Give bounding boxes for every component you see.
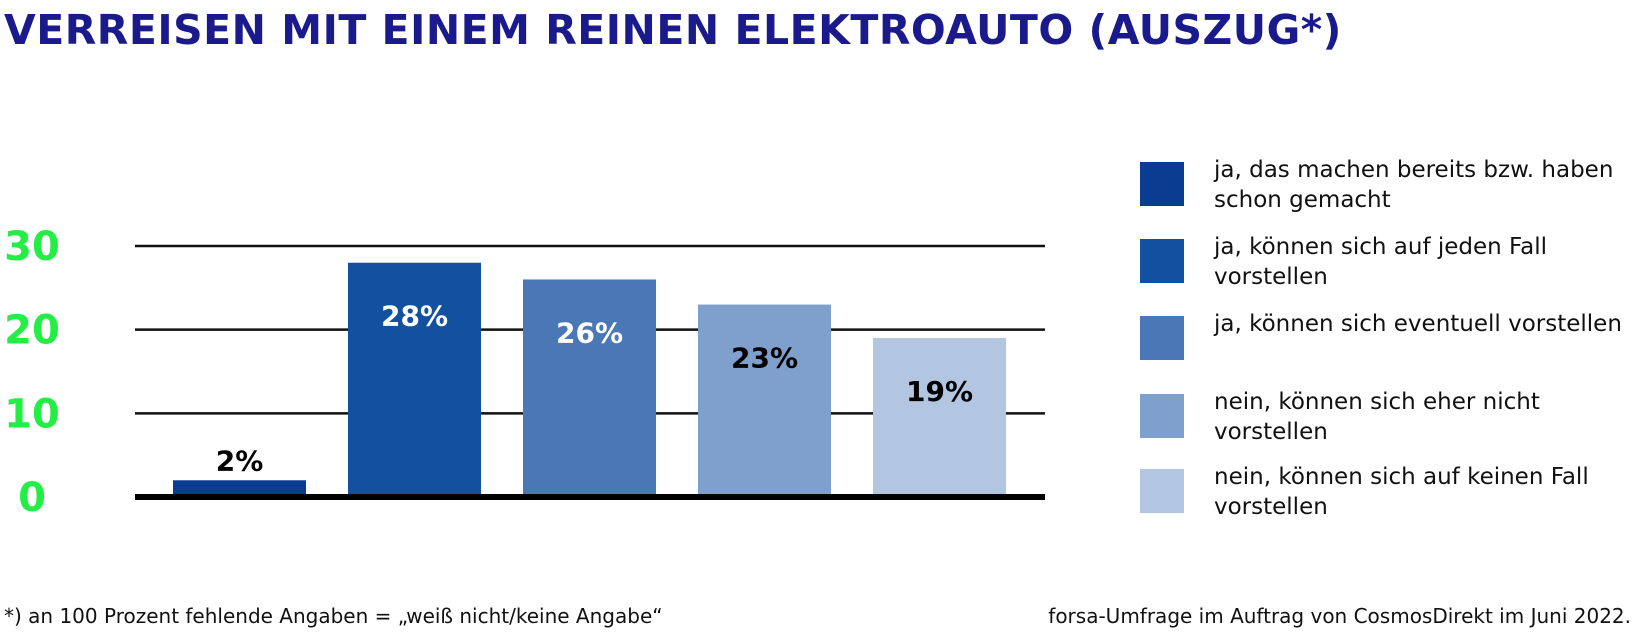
- data-label: 2%: [216, 444, 264, 477]
- data-label: 23%: [731, 342, 798, 375]
- bar: [698, 304, 831, 497]
- legend-label: nein, können sich eher nicht vorstellen: [1214, 389, 1540, 445]
- legend-swatch: [1140, 394, 1184, 438]
- chart-title: VERREISEN MIT EINEM REINEN ELEKTROAUTO (…: [4, 6, 1342, 54]
- data-label: 28%: [381, 300, 448, 333]
- source-note: forsa-Umfrage im Auftrag von CosmosDirek…: [1048, 604, 1631, 628]
- legend-item: nein, können sich eher nicht vorstellen: [1140, 387, 1630, 447]
- legend-label: ja, können sich eventuell vorstellen: [1214, 311, 1622, 337]
- legend-swatch: [1140, 469, 1184, 513]
- bar: [348, 262, 481, 497]
- y-tick-label: 0: [18, 475, 46, 521]
- bar: [173, 480, 306, 497]
- legend-swatch: [1140, 316, 1184, 360]
- legend-item: ja, das machen bereits bzw. haben schon …: [1140, 155, 1630, 215]
- bar: [523, 279, 656, 497]
- legend-swatch: [1140, 239, 1184, 283]
- legend-label: nein, können sich auf keinen Fall vorste…: [1214, 464, 1589, 520]
- legend-item: nein, können sich auf keinen Fall vorste…: [1140, 462, 1630, 522]
- data-label: 19%: [906, 375, 973, 408]
- footnote: *) an 100 Prozent fehlende Angaben = „we…: [4, 604, 663, 628]
- legend-swatch: [1140, 162, 1184, 206]
- y-axis: 0 10 20 30: [4, 224, 60, 521]
- legend-item: ja, können sich eventuell vorstellen: [1140, 309, 1630, 369]
- legend-label: ja, können sich auf jeden Fall vorstelle…: [1214, 234, 1548, 290]
- y-tick-label: 10: [4, 391, 60, 437]
- bar: [873, 338, 1006, 497]
- bar-chart: 0 10 20 30 2% 28% 26% 23% 19%: [4, 224, 1045, 521]
- legend-item: ja, können sich auf jeden Fall vorstelle…: [1140, 232, 1630, 292]
- bars: [173, 262, 1006, 497]
- y-tick-label: 20: [4, 308, 60, 354]
- legend-label: ja, das machen bereits bzw. haben schon …: [1214, 157, 1614, 213]
- data-labels: 2% 28% 26% 23% 19%: [216, 300, 973, 478]
- y-tick-label: 30: [4, 224, 60, 270]
- data-label: 26%: [556, 316, 623, 349]
